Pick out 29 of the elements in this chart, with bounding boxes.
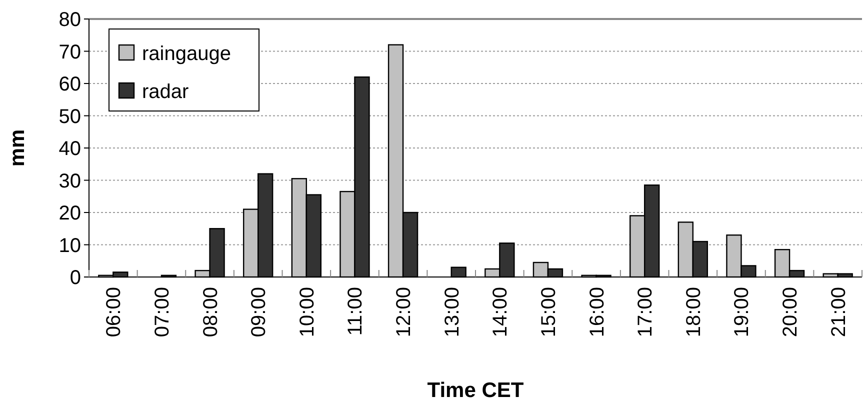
y-tick-label: 10 <box>58 234 81 257</box>
y-tick-label: 30 <box>58 170 81 192</box>
y-tick-label: 50 <box>58 106 81 128</box>
x-tick-label: 17:00 <box>634 287 657 338</box>
x-tick-label: 15:00 <box>538 287 560 338</box>
legend-label: raingauge <box>142 43 231 65</box>
x-tick-label: 21:00 <box>828 287 850 338</box>
x-axis-title: Time CET <box>427 379 524 402</box>
y-axis-title: mm <box>6 129 29 167</box>
y-tick-label: 70 <box>58 41 81 64</box>
legend-label: radar <box>142 81 190 103</box>
x-tick-label: 18:00 <box>682 287 705 338</box>
x-tick-label: 12:00 <box>393 287 416 338</box>
x-tick-label: 10:00 <box>296 287 318 338</box>
x-tick-label: 09:00 <box>248 287 270 338</box>
y-tick-label: 20 <box>58 202 81 224</box>
x-tick-label: 07:00 <box>151 287 174 338</box>
x-tick-label: 06:00 <box>103 287 126 338</box>
x-tick-label: 08:00 <box>200 287 222 338</box>
x-tick-label: 13:00 <box>441 287 464 338</box>
x-tick-label: 20:00 <box>780 287 802 338</box>
x-tick-label: 19:00 <box>731 287 754 338</box>
y-tick-label: 80 <box>58 9 81 31</box>
y-tick-label: 60 <box>58 74 81 96</box>
y-tick-label: 0 <box>70 267 81 289</box>
x-tick-label: 16:00 <box>586 287 608 338</box>
y-tick-label: 40 <box>58 138 81 160</box>
x-tick-label: 14:00 <box>490 287 512 338</box>
x-tick-label: 11:00 <box>344 287 367 336</box>
